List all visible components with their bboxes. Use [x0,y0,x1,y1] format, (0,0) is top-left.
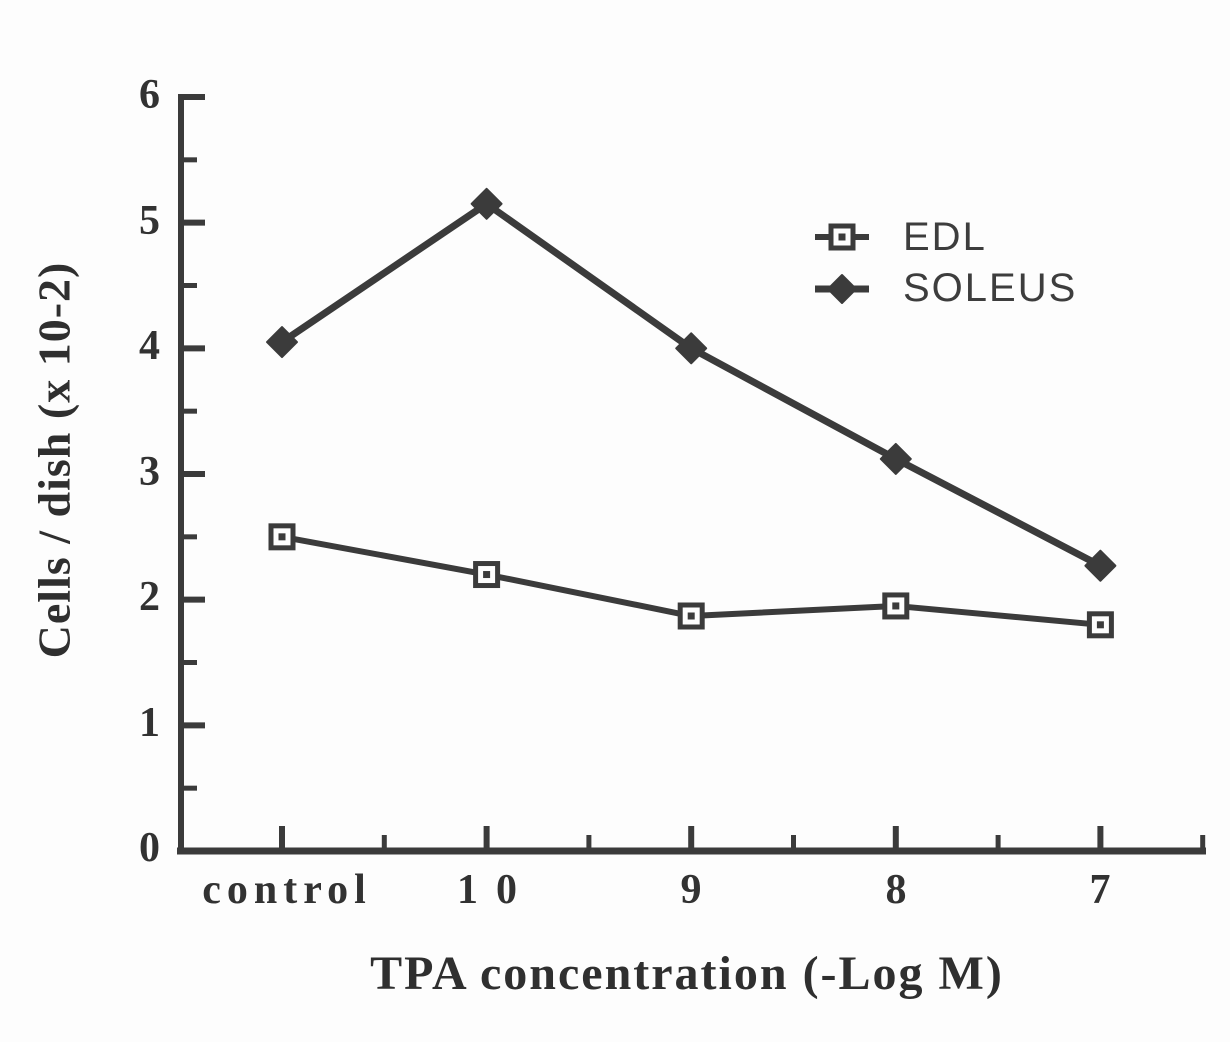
x-tick-label-9: 9 [680,867,702,913]
y-tick-label-4: 4 [139,323,160,369]
soleus-marker [266,326,298,359]
y-tick-label-5: 5 [139,198,160,244]
edl-marker-center-dot [892,602,900,610]
x-tick-label-10: 10 [457,867,535,913]
legend-edl-marker-icon-center-dot [838,233,846,241]
x-tick-label-7: 7 [1089,867,1111,913]
y-tick-label-2: 2 [139,574,160,620]
y-tick-label-6: 6 [139,72,160,118]
edl-marker-center-dot [687,612,695,620]
soleus-marker [879,442,912,475]
edl-marker-center-dot [483,571,491,579]
edl-marker-center-dot [1096,621,1104,629]
y-axis-title: Cells / dish (x 10-2) [28,261,80,659]
soleus-marker [470,187,503,220]
soleus-marker [1084,549,1117,582]
soleus-marker [675,332,708,365]
legend-label-soleus: SOLEUS [903,266,1078,310]
y-tick-label-3: 3 [139,449,160,495]
y-tick-label-1: 1 [139,700,160,746]
legend-soleus-marker-icon [827,274,857,304]
x-tick-label-control: control [202,867,372,913]
x-axis-title: TPA concentration (-Log M) [370,947,1004,1000]
legend-label-edl: EDL [903,215,987,259]
x-tick-label-8: 8 [885,867,907,913]
y-tick-label-0: 0 [139,825,160,871]
edl-marker-center-dot [278,533,286,541]
